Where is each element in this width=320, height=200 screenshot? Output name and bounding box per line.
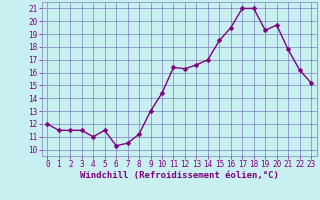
X-axis label: Windchill (Refroidissement éolien,°C): Windchill (Refroidissement éolien,°C) — [80, 171, 279, 180]
